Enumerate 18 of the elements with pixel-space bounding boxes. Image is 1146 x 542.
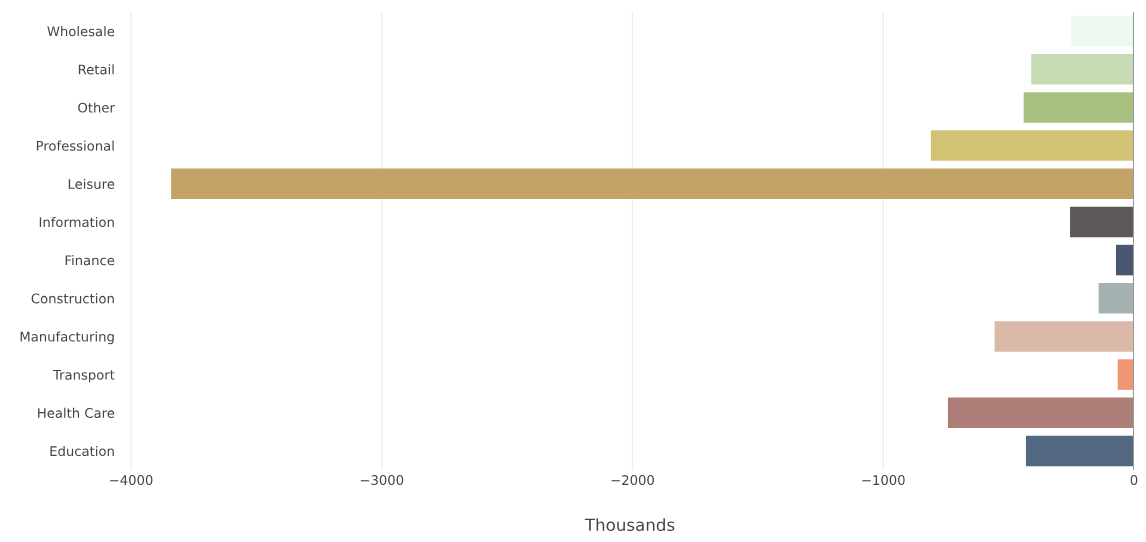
- x-tick-label: −4000: [110, 475, 153, 486]
- x-tick-label: −1000: [862, 475, 905, 486]
- y-tick-label: Construction: [31, 293, 114, 304]
- y-tick-label: Education: [50, 445, 114, 457]
- y-tick-label: Wholesale: [47, 26, 115, 37]
- y-tick-label: Information: [39, 216, 114, 228]
- x-tick-label: −3000: [360, 475, 404, 486]
- y-tick-label: Retail: [78, 64, 114, 75]
- y-tick-label: Leisure: [68, 178, 115, 189]
- y-tick-label: Professional: [36, 140, 114, 151]
- x-tick-label: −2000: [611, 475, 654, 486]
- y-tick-label: Finance: [65, 255, 115, 266]
- y-tick-label: Transport: [52, 369, 115, 383]
- y-tick-label: Other: [78, 102, 115, 113]
- y-tick-label: Health Care: [38, 407, 115, 418]
- x-axis-title: Thousands: [584, 518, 675, 532]
- x-tick-label: 0: [1130, 475, 1138, 486]
- y-tick-label: Manufacturing: [20, 331, 114, 345]
